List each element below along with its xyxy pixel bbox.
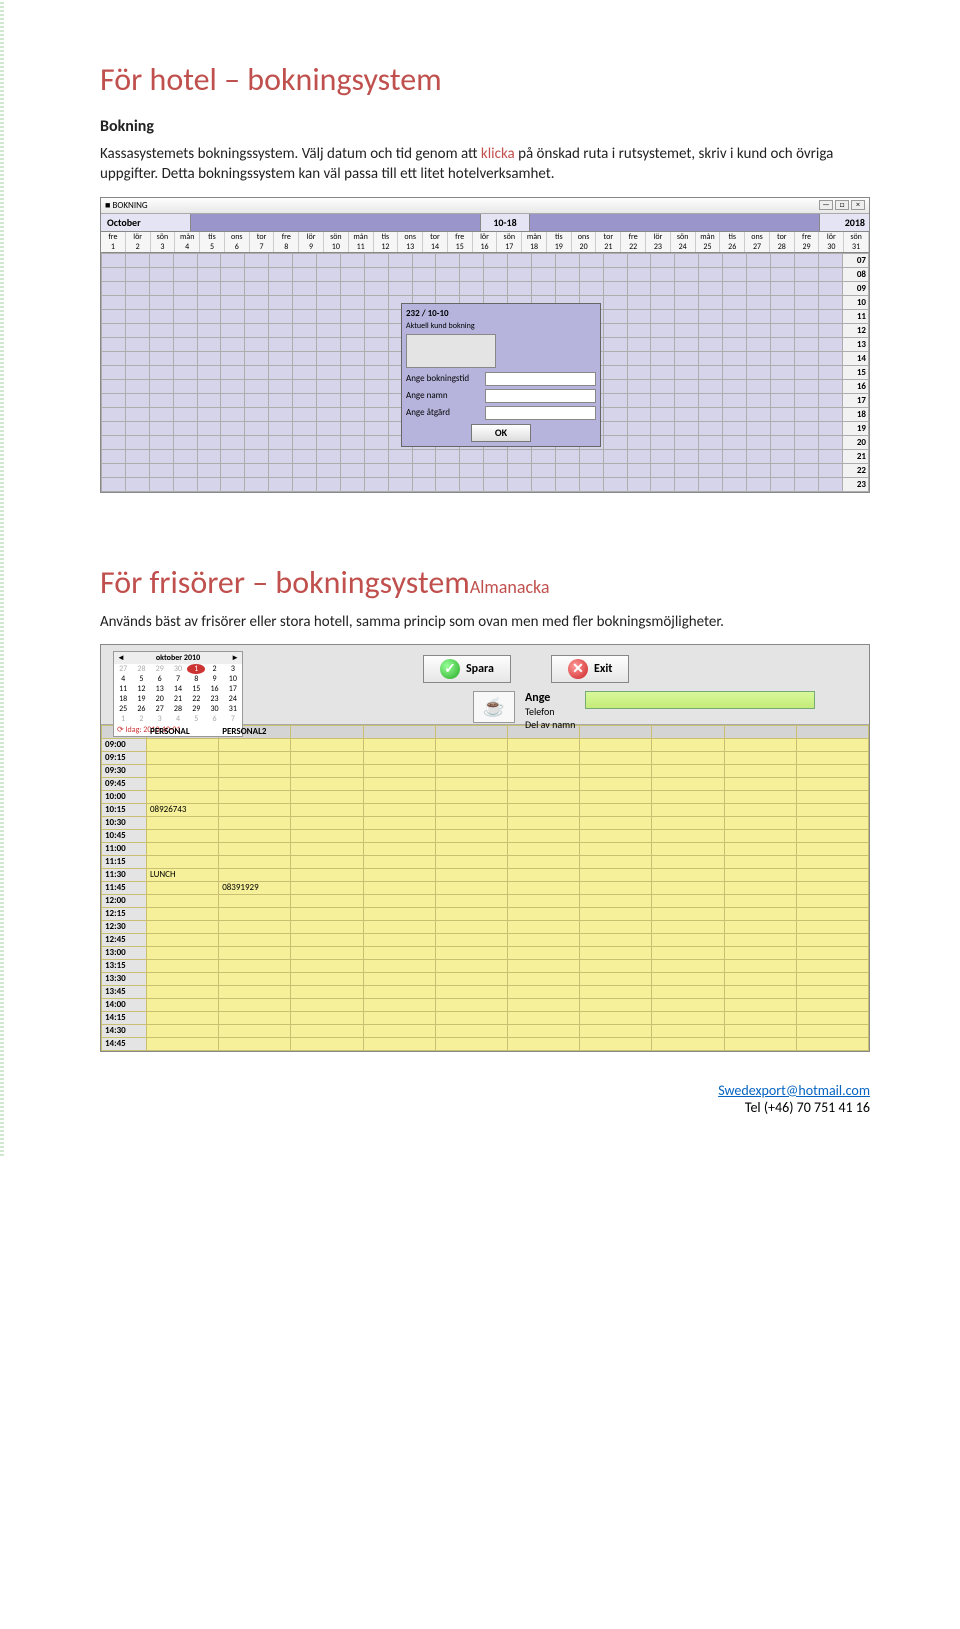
cal-month: oktober 2010 bbox=[156, 653, 200, 663]
month-label: October bbox=[101, 214, 191, 231]
popup-field2-label: Ange namn bbox=[406, 390, 481, 401]
cal-next-icon[interactable]: ► bbox=[231, 653, 239, 663]
section1-title: För hotel – bokningsystem bbox=[100, 60, 870, 99]
maximize-icon[interactable]: □ bbox=[835, 200, 849, 210]
popup-field1-label: Ange bokningstid bbox=[406, 373, 481, 384]
popup-subtitle: Aktuell kund bokning bbox=[406, 321, 596, 331]
booking-screenshot: ■ BOKNING — □ × October 10-18 2018 frelö… bbox=[100, 197, 870, 493]
popup-field2-input[interactable] bbox=[485, 389, 596, 403]
popup-field1-input[interactable] bbox=[485, 372, 596, 386]
section2-body: Används bäst av frisörer eller stora hot… bbox=[100, 612, 870, 632]
month-bar: October 10-18 2018 bbox=[101, 214, 869, 232]
popup-field3-label: Ange åtgärd bbox=[406, 407, 481, 418]
section1-body: Kassasystemets bokningssystem. Välj datu… bbox=[100, 144, 870, 185]
ange-labels: Ange Telefon Del av namn bbox=[525, 691, 575, 731]
coffee-icon: ☕ bbox=[473, 691, 515, 723]
day-num-row: 1234567891011121314151617181920212223242… bbox=[101, 242, 869, 253]
popup-title: 232 / 10-10 bbox=[406, 308, 596, 319]
day-abbr-row: frelörsönmåntisonstorfrelörsönmåntisonst… bbox=[101, 232, 869, 242]
popup-ok-button[interactable]: OK bbox=[471, 424, 531, 442]
almanacka-screenshot: ◄ oktober 2010 ► 27282930123456789101112… bbox=[100, 644, 870, 1052]
ange-input[interactable] bbox=[585, 691, 815, 709]
footer-email[interactable]: Swedexport@hotmail.com bbox=[718, 1082, 870, 1099]
booking-popup: 232 / 10-10 Aktuell kund bokning Ange bo… bbox=[401, 303, 601, 447]
window-titlebar: ■ BOKNING — □ × bbox=[101, 198, 869, 214]
schedule-table[interactable]: PERSONALPERSONAL209:0009:1509:3009:4510:… bbox=[101, 725, 869, 1051]
mid-date: 10-18 bbox=[480, 214, 530, 231]
mini-calendar[interactable]: ◄ oktober 2010 ► 27282930123456789101112… bbox=[113, 651, 243, 737]
check-icon bbox=[440, 659, 460, 679]
exit-button[interactable]: Exit bbox=[551, 655, 629, 683]
window-title: ■ BOKNING bbox=[105, 200, 148, 211]
popup-field3-input[interactable] bbox=[485, 406, 596, 420]
section1-subtitle: Bokning bbox=[100, 117, 870, 136]
save-button[interactable]: Spara bbox=[423, 655, 511, 683]
close-icon[interactable]: × bbox=[851, 200, 865, 210]
section2-title: För frisörer – bokningsystemAlmanacka bbox=[100, 563, 870, 602]
cal-prev-icon[interactable]: ◄ bbox=[117, 653, 125, 663]
popup-customer-box[interactable] bbox=[406, 334, 496, 368]
footer-tel: Tel (+46) 70 751 41 16 bbox=[745, 1099, 870, 1116]
close-icon bbox=[568, 659, 588, 679]
year-label: 2018 bbox=[819, 214, 869, 231]
footer: Swedexport@hotmail.com Tel (+46) 70 751 … bbox=[100, 1082, 870, 1116]
minimize-icon[interactable]: — bbox=[819, 200, 833, 210]
